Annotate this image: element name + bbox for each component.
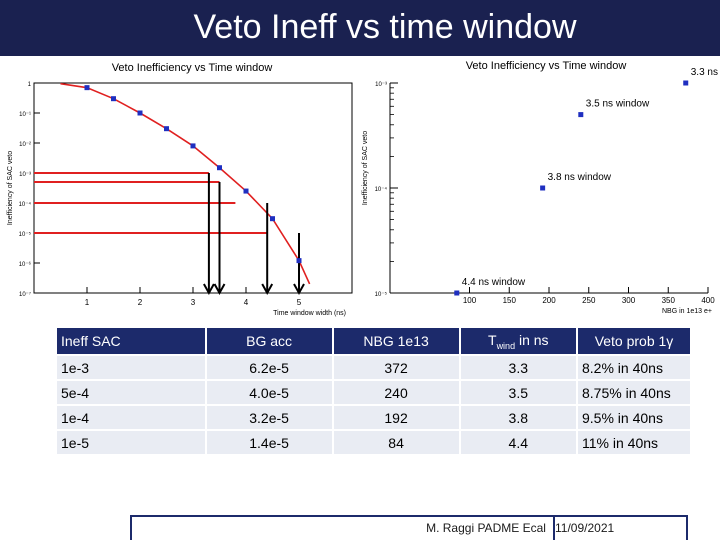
data-point (296, 258, 302, 264)
plot-frame (33, 82, 353, 294)
table-row: 1e-5 1.4e-5 84 4.4 11% in 40ns (57, 430, 692, 456)
data-point (84, 85, 90, 91)
fit-curve (60, 82, 311, 285)
y-tick-label: 10⁻² (19, 142, 31, 148)
x-tick-label: 350 (662, 296, 676, 305)
data-label: 3.3 ns window (691, 67, 718, 78)
table-cell: 9.5% in 40ns (577, 405, 692, 431)
data-point (454, 290, 460, 296)
table-cell: 3.5 (459, 380, 579, 406)
header-twind-sub: wind (496, 340, 516, 351)
chart-title: Veto Inefficiency vs Time window (112, 62, 273, 74)
x-tick-label: 300 (622, 296, 636, 305)
table-cell: 1.4e-5 (205, 430, 334, 456)
y-tick-label: 10⁻⁴ (19, 201, 32, 208)
footer-author: M. Raggi PADME Ecal (426, 521, 546, 535)
x-tick-label: 1 (85, 298, 90, 307)
x-axis-label: Time window width (ns) (273, 310, 346, 317)
right-plot-panel: Veto Inefficiency vs Time window Ineffici… (360, 57, 720, 319)
footer-box (130, 515, 688, 540)
x-tick-label: 4 (244, 298, 249, 307)
y-axis-label: Inefficiency of SAC veto (362, 131, 369, 205)
y-tick-label: 10⁻⁵ (19, 231, 32, 238)
data-point (217, 165, 222, 171)
arrow-head (213, 283, 226, 296)
data-point (243, 188, 249, 194)
y-tick-label: 10⁻³ (375, 82, 387, 88)
inefficiency-vs-nbg-plot: Veto Inefficiency vs Time window Ineffici… (362, 60, 720, 315)
x-tick-label: 250 (582, 296, 596, 305)
slide-title: Veto Ineff vs time window (193, 8, 577, 46)
x-tick-label: 2 (138, 298, 143, 307)
results-table: Ineff SAC BG acc NBG 1e13 Twind in ns Ve… (57, 328, 692, 456)
x-tick-label: 150 (503, 296, 517, 305)
data-point (578, 112, 584, 118)
table-cell: 11% in 40ns (577, 430, 692, 456)
table-cell: 3.2e-5 (205, 405, 334, 431)
header-nbg: NBG 1e13 (332, 328, 461, 356)
x-axis-label: NBG in 1e13 e+ (662, 308, 712, 315)
table-cell: 3.3 (459, 355, 579, 381)
x-tick-label: 5 (297, 298, 302, 307)
y-axis-label: Inefficiency of SAC veto (7, 151, 14, 225)
table-cell: 1e-4 (57, 405, 207, 431)
table-cell: 5e-4 (57, 380, 207, 406)
y-tick-label: 10⁻⁶ (19, 261, 32, 268)
table-cell: 1e-3 (57, 355, 207, 381)
inefficiency-vs-time-plot: Veto Inefficiency vs Time window Ineffici… (7, 62, 353, 317)
x-tick-label: 3 (191, 298, 196, 307)
arrow-head (203, 283, 215, 296)
header-ineff-sac: Ineff SAC (57, 328, 207, 356)
table-cell: 4.0e-5 (205, 380, 334, 406)
table-cell: 4.4 (459, 430, 579, 456)
data-point (190, 143, 196, 149)
y-tick-label: 10⁻⁷ (19, 291, 31, 298)
data-label: 3.5 ns window (586, 99, 650, 110)
table-cell: 192 (332, 405, 461, 431)
y-tick-label: 10⁻⁴ (375, 186, 388, 193)
title-bar (0, 0, 720, 56)
table-row: 1e-3 6.2e-5 372 3.3 8.2% in 40ns (57, 355, 692, 381)
data-point (137, 110, 143, 116)
x-tick-label: 100 (463, 296, 477, 305)
table-row: 1e-4 3.2e-5 192 3.8 9.5% in 40ns (57, 405, 692, 431)
data-label: 4.4 ns window (462, 277, 526, 288)
table-cell: 8.2% in 40ns (577, 355, 692, 381)
header-twind: Twind in ns (459, 328, 579, 356)
table-cell: 3.8 (459, 405, 579, 431)
data-point (270, 216, 275, 222)
table-header-row: Ineff SAC BG acc NBG 1e13 Twind in ns Ve… (57, 328, 692, 356)
table-cell: 1e-5 (57, 430, 207, 456)
y-tick-label: 10⁻¹ (19, 112, 31, 118)
chart-title: Veto Inefficiency vs Time window (466, 60, 627, 72)
data-point (164, 126, 169, 132)
table-cell: 84 (332, 430, 461, 456)
table-cell: 6.2e-5 (205, 355, 334, 381)
arrow-head (261, 283, 274, 296)
data-point (540, 185, 546, 191)
table-cell: 240 (332, 380, 461, 406)
data-point (683, 80, 689, 86)
header-twind-unit: in ns (515, 331, 549, 348)
x-tick-label: 200 (542, 296, 556, 305)
x-tick-label: 400 (701, 296, 715, 305)
header-twind-t: T (488, 331, 497, 348)
left-plot-panel: Veto Inefficiency vs Time window Ineffici… (0, 57, 358, 319)
table-cell: 372 (332, 355, 461, 381)
footer-date: 11/09/2021 (555, 521, 615, 535)
y-tick-label: 10⁻⁵ (375, 291, 388, 298)
footer-separator (553, 516, 555, 540)
table-row: 5e-4 4.0e-5 240 3.5 8.75% in 40ns (57, 380, 692, 406)
data-point (111, 96, 116, 102)
header-veto-prob: Veto prob 1γ (577, 328, 692, 356)
arrow-head (293, 283, 305, 296)
y-tick-label: 1 (28, 82, 32, 88)
data-label: 3.8 ns window (548, 172, 612, 183)
y-tick-label: 10⁻³ (19, 172, 31, 178)
table-cell: 8.75% in 40ns (577, 380, 692, 406)
header-bg-acc: BG acc (205, 328, 334, 356)
